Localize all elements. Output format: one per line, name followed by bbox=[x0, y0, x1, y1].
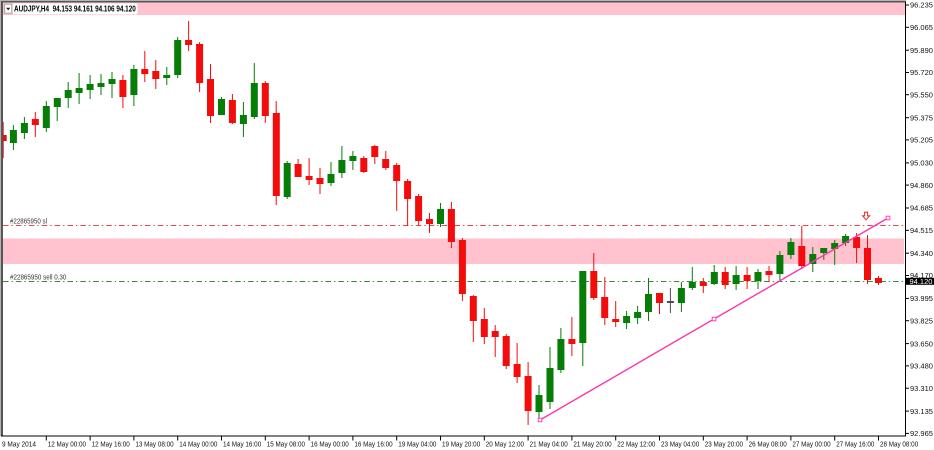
svg-text:92.965: 92.965 bbox=[910, 429, 933, 438]
svg-text:94.340: 94.340 bbox=[910, 249, 933, 258]
svg-text:96.065: 96.065 bbox=[910, 23, 933, 32]
svg-text:23 May 04:00: 23 May 04:00 bbox=[661, 441, 699, 448]
svg-text:AUDJPY,H4 94.153 94.161 94.10: AUDJPY,H4 94.153 94.161 94.106 94.120 bbox=[14, 4, 136, 13]
svg-text:93.135: 93.135 bbox=[910, 407, 933, 416]
svg-text:12 May 16:00: 12 May 16:00 bbox=[92, 441, 130, 448]
svg-text:14 May 16:00: 14 May 16:00 bbox=[223, 441, 261, 448]
svg-text:16 May 16:00: 16 May 16:00 bbox=[354, 441, 392, 448]
svg-text:94.860: 94.860 bbox=[910, 181, 933, 190]
svg-text:16 May 00:00: 16 May 00:00 bbox=[311, 441, 349, 448]
svg-text:21 May 04:00: 21 May 04:00 bbox=[530, 441, 568, 448]
svg-text:27 May 16:00: 27 May 16:00 bbox=[836, 441, 874, 448]
svg-text:95.030: 95.030 bbox=[910, 159, 933, 168]
svg-text:94.685: 94.685 bbox=[910, 204, 933, 213]
svg-text:95.375: 95.375 bbox=[910, 113, 933, 122]
svg-text:94.170: 94.170 bbox=[910, 271, 933, 280]
svg-text:94.120: 94.120 bbox=[910, 277, 933, 286]
svg-text:93.650: 93.650 bbox=[910, 339, 933, 348]
svg-text:93.825: 93.825 bbox=[910, 316, 933, 325]
svg-text:23 May 20:00: 23 May 20:00 bbox=[705, 441, 743, 448]
svg-text:21 May 20:00: 21 May 20:00 bbox=[573, 441, 611, 448]
svg-text:19 May 20:00: 19 May 20:00 bbox=[442, 441, 480, 448]
svg-text:96.235: 96.235 bbox=[910, 1, 933, 10]
svg-text:19 May 04:00: 19 May 04:00 bbox=[398, 441, 436, 448]
svg-text:#22865950 sell 0.30: #22865950 sell 0.30 bbox=[10, 273, 66, 282]
svg-text:94.515: 94.515 bbox=[910, 226, 933, 235]
svg-text:22 May 12:00: 22 May 12:00 bbox=[617, 441, 655, 448]
svg-text:95.720: 95.720 bbox=[910, 68, 933, 77]
svg-text:13 May 08:00: 13 May 08:00 bbox=[135, 441, 173, 448]
svg-text:15 May 08:00: 15 May 08:00 bbox=[267, 441, 305, 448]
svg-text:93.310: 93.310 bbox=[910, 384, 933, 393]
svg-text:95.205: 95.205 bbox=[910, 136, 933, 145]
svg-text:95.550: 95.550 bbox=[910, 90, 933, 99]
svg-text:14 May 00:00: 14 May 00:00 bbox=[179, 441, 217, 448]
svg-text:28 May 08:00: 28 May 08:00 bbox=[880, 441, 918, 448]
svg-text:#22865950 sl: #22865950 sl bbox=[10, 217, 47, 226]
svg-text:20 May 12:00: 20 May 12:00 bbox=[486, 441, 524, 448]
svg-text:9 May 2014: 9 May 2014 bbox=[2, 441, 36, 448]
svg-text:93.995: 93.995 bbox=[910, 294, 933, 303]
svg-text:12 May 00:00: 12 May 00:00 bbox=[48, 441, 86, 448]
svg-text:93.480: 93.480 bbox=[910, 362, 933, 371]
svg-text:27 May 00:00: 27 May 00:00 bbox=[792, 441, 830, 448]
svg-text:95.890: 95.890 bbox=[910, 46, 933, 55]
svg-text:26 May 08:00: 26 May 08:00 bbox=[749, 441, 787, 448]
